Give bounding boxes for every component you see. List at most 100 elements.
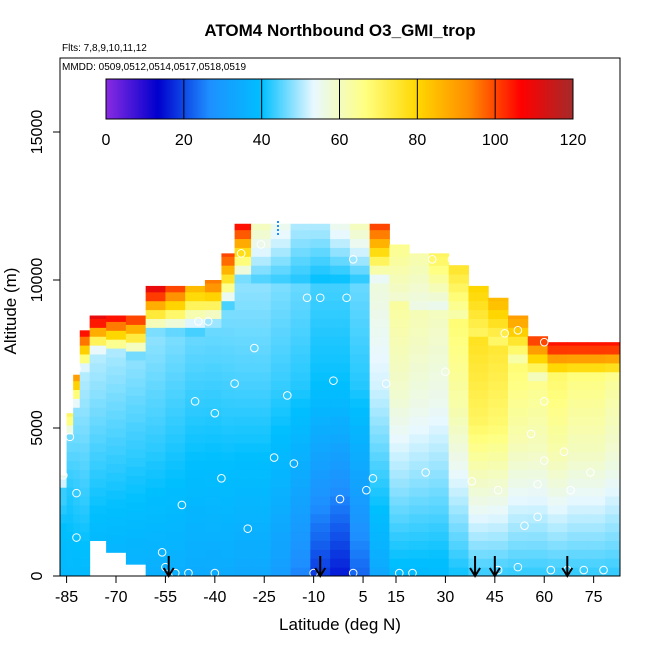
heatmap-cell <box>310 416 331 426</box>
heatmap-cell <box>605 513 620 524</box>
heatmap-cell <box>60 558 68 568</box>
heatmap-cell <box>468 558 489 568</box>
heatmap-cell <box>66 531 74 541</box>
heatmap-cell <box>125 502 147 512</box>
heatmap-cell <box>330 531 351 541</box>
heatmap-cell <box>221 522 236 533</box>
heatmap-cell <box>234 309 252 319</box>
heatmap-cell <box>165 567 186 576</box>
heatmap-cell <box>330 398 351 408</box>
heatmap-cell <box>89 513 107 524</box>
heatmap-cell <box>221 362 236 373</box>
heatmap-cell <box>527 513 549 524</box>
heatmap-cell <box>587 425 606 435</box>
heatmap-cell <box>567 416 588 426</box>
heatmap-cell <box>587 362 606 373</box>
heatmap-cell <box>330 407 351 417</box>
heatmap-cell <box>106 436 127 447</box>
heatmap-cell <box>73 522 81 533</box>
heatmap-cell <box>290 442 311 453</box>
heatmap-cell <box>547 354 568 364</box>
heatmap-cell <box>567 513 588 524</box>
heatmap-cell <box>234 282 252 293</box>
heatmap-cell <box>567 487 588 497</box>
heatmap-cell <box>165 460 186 470</box>
heatmap-cell <box>251 318 272 328</box>
heatmap-cell <box>330 336 351 346</box>
heatmap-cell <box>165 513 186 524</box>
heatmap-cell <box>185 442 206 453</box>
heatmap-cell <box>428 487 450 497</box>
heatmap-cell <box>145 540 166 550</box>
heatmap-cell <box>221 336 236 346</box>
heatmap-cell <box>106 401 127 411</box>
heatmap-cell <box>204 416 222 426</box>
heatmap-cell <box>448 487 469 497</box>
heatmap-cell <box>234 549 252 559</box>
heatmap-cell <box>349 504 371 515</box>
heatmap-cell <box>349 256 371 266</box>
heatmap-cell <box>165 549 186 559</box>
heatmap-cell <box>251 433 272 444</box>
heatmap-cell <box>185 549 206 559</box>
heatmap-cell <box>369 451 390 462</box>
heatmap-cell <box>468 513 489 524</box>
heatmap-cell <box>488 297 509 302</box>
heatmap-cell <box>448 549 469 559</box>
heatmap-cell <box>567 342 588 346</box>
heatmap-cell <box>125 368 147 379</box>
colorbar: 0 20 40 60 80 100 120 <box>102 78 587 149</box>
heatmap-cell <box>330 549 351 559</box>
heatmap-cell <box>488 389 509 399</box>
heatmap-cell <box>185 531 206 541</box>
heatmap-cell <box>290 345 311 355</box>
heatmap-cell <box>89 522 107 533</box>
heatmap-cell <box>587 416 606 426</box>
heatmap-cell <box>270 433 292 444</box>
heatmap-cell <box>567 380 588 391</box>
heatmap-cell <box>310 223 331 231</box>
heatmap-cell <box>508 336 529 346</box>
heatmap-cell <box>587 442 606 453</box>
heatmap-cell <box>389 371 410 382</box>
heatmap-cell <box>234 300 252 311</box>
heatmap-cell <box>587 398 606 408</box>
heatmap-cell <box>547 442 568 453</box>
heatmap-cell <box>547 451 568 462</box>
heatmap-cell <box>587 504 606 515</box>
heatmap-cell <box>89 504 107 515</box>
sample-point <box>184 568 193 576</box>
heatmap-cell <box>234 442 252 453</box>
colorbar-tick-label: 120 <box>560 132 587 149</box>
heatmap-cell <box>204 460 222 470</box>
heatmap-cell <box>330 265 351 275</box>
heatmap-cell <box>330 238 351 248</box>
heatmap-cell <box>66 567 74 576</box>
heatmap-cell <box>89 354 107 364</box>
y-tick-label: 5000 <box>29 410 46 446</box>
heatmap-cell <box>251 247 272 257</box>
heatmap-cell <box>234 407 252 417</box>
heatmap-cell <box>349 300 371 311</box>
heatmap-cell <box>527 478 549 488</box>
heatmap-cell <box>89 398 107 408</box>
heatmap-cell <box>330 451 351 462</box>
heatmap-cell <box>145 407 166 417</box>
sample-point <box>539 337 549 347</box>
heatmap-cell <box>349 309 371 319</box>
heatmap-cell <box>73 374 81 382</box>
heatmap-cell <box>468 354 489 364</box>
heatmap-cell <box>468 425 489 435</box>
heatmap-cell <box>369 265 390 275</box>
x-tick-label: 15 <box>387 589 405 606</box>
heatmap-cell <box>547 558 568 568</box>
heatmap-cell <box>204 469 222 479</box>
heatmap-cell <box>428 327 450 337</box>
heatmap-cell <box>488 558 509 568</box>
heatmap-cell <box>204 407 222 417</box>
heatmap-cell <box>270 380 292 391</box>
heatmap-cell <box>290 425 311 435</box>
y-axis-label: Altitude (m) <box>1 268 20 355</box>
heatmap-cell <box>165 425 186 435</box>
heatmap-cell <box>310 522 331 533</box>
